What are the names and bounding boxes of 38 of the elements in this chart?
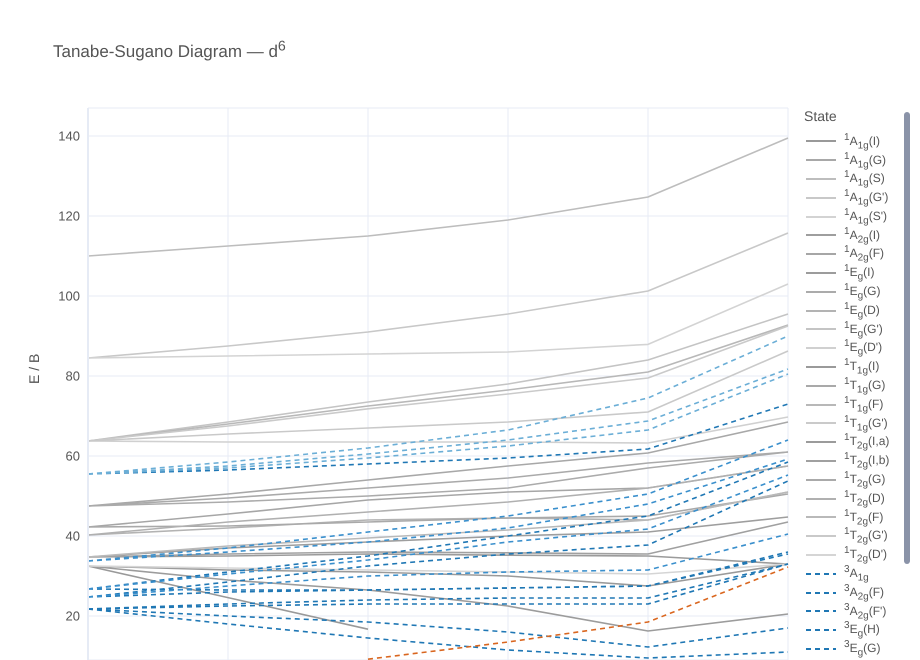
legend-label: $^{1}$T$_{2g}$(F) [844, 508, 884, 528]
legend-label: $^{1}$E$_{g}$(G') [844, 320, 883, 340]
legend-label: $^{1}$E$_{g}$(D') [844, 338, 882, 358]
y-tick-label: 40 [66, 528, 80, 544]
y-tick-label: 120 [58, 208, 80, 224]
legend-label: $^{1}$E$_{g}$(D) [844, 300, 880, 320]
legend-label: $^{1}$T$_{2g}$(I,b) [844, 451, 890, 471]
legend-label: $^{1}$A$_{1g}$(S') [844, 206, 887, 226]
legend-label: $^{1}$A$_{1g}$(G) [844, 150, 886, 170]
legend-label: $^{1}$T$_{1g}$(G') [844, 414, 888, 434]
legend-label: $^{1}$T$_{2g}$(D) [844, 488, 885, 508]
legend-label: $^{1}$E$_{g}$(G) [844, 282, 880, 302]
y-tick-label: 140 [58, 128, 80, 144]
legend-label: $^{1}$T$_{2g}$(G) [844, 470, 886, 490]
legend-label: $^{1}$A$_{2g}$(F) [844, 244, 884, 264]
y-tick-label: 20 [66, 608, 80, 624]
legend-label: $^{3}$E$_{g}$(H) [844, 620, 880, 640]
legend-label: $^{1}$A$_{1g}$(I) [844, 132, 880, 152]
legend-title: State [804, 108, 838, 126]
legend-label: $^{1}$E$_{g}$(I) [844, 263, 874, 283]
y-tick-label: 80 [66, 368, 80, 384]
legend-label: $^{1}$T$_{2g}$(I,a) [844, 432, 890, 452]
legend-label: $^{3}$A$_{1g}$ [844, 564, 869, 584]
legend-label: $^{1}$T$_{1g}$(I) [844, 357, 880, 377]
y-tick-label: 60 [66, 448, 80, 464]
legend-label: $^{1}$A$_{2g}$(I) [844, 226, 880, 246]
legend-label: $^{1}$T$_{1g}$(F) [844, 394, 884, 414]
legend-label: $^{3}$A$_{2g}$(F') [844, 602, 886, 622]
legend-label: $^{3}$E$_{g}$(G) [844, 639, 880, 659]
chart-title: Tanabe-Sugano Diagram — d$^{6}$ [53, 38, 286, 61]
legend-label: $^{1}$A$_{1g}$(G') [844, 188, 888, 208]
y-tick-label: 100 [58, 288, 80, 304]
y-axis-title: E / B [26, 354, 42, 384]
legend-label: $^{1}$T$_{2g}$(G') [844, 526, 888, 546]
legend-label: $^{1}$T$_{1g}$(G) [844, 376, 886, 396]
legend-label: $^{1}$T$_{2g}$(D') [844, 545, 887, 565]
legend-label: $^{3}$A$_{2g}$(F) [844, 582, 884, 602]
legend-label: $^{1}$A$_{1g}$(S) [844, 169, 885, 189]
